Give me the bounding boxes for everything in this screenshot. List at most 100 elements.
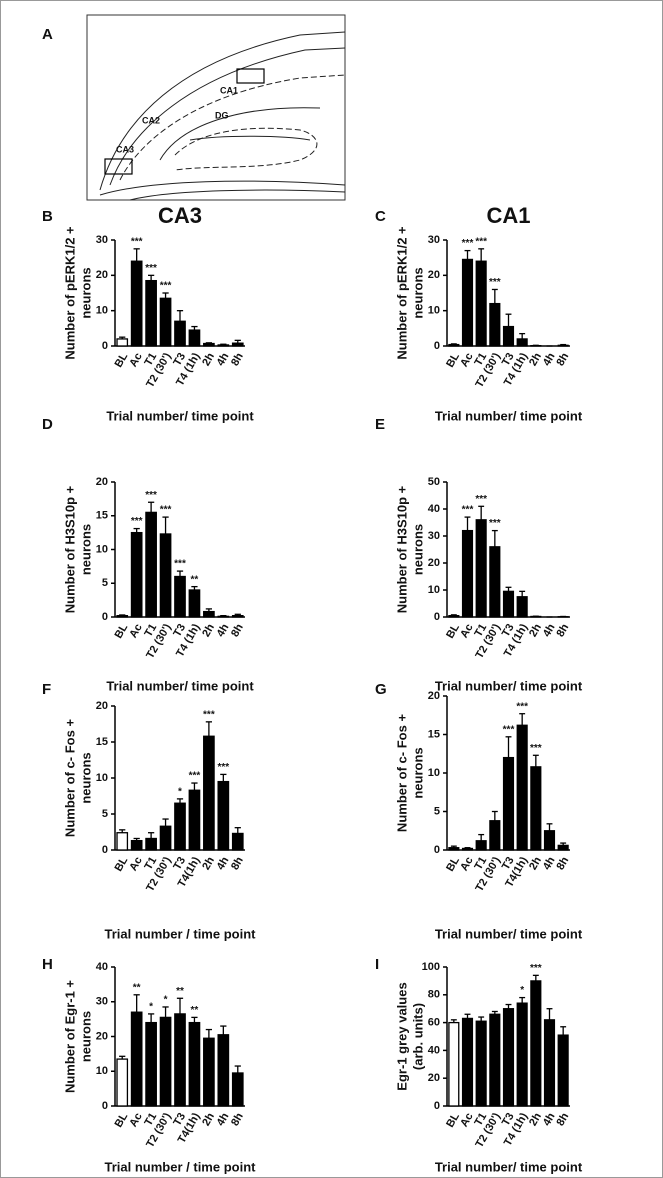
bar [217,780,230,851]
bar [502,756,515,851]
bar [188,329,201,347]
bar [231,832,244,851]
y-tick-label: 100 [422,961,440,973]
bar [116,338,129,347]
x-tick-label: 2h [200,1111,217,1128]
y-tick-label: 0 [434,611,440,623]
y-tick-label: 15 [96,510,108,522]
x-tick-label: 2h [527,855,544,872]
y-tick-label: 10 [96,1065,108,1077]
bar [203,1037,215,1107]
significance-label: *** [145,490,157,501]
bar [130,839,143,851]
y-tick-label: 60 [428,1017,440,1029]
y-tick-label: 30 [96,234,108,246]
x-tick-label: 2h [200,855,217,872]
x-tick-label: 4h [215,1111,232,1128]
x-tick-label: 4h [215,622,232,639]
y-tick-label: 30 [96,996,108,1008]
significance-label: *** [160,281,172,292]
y-tick-label: 30 [428,234,440,246]
bar [461,847,474,851]
bar [159,825,172,851]
y-tick-label: 20 [428,557,440,569]
x-tick-label: T1 [472,622,489,639]
bar [461,1017,474,1107]
x-axis-label: Trial number/ time point [106,678,254,693]
significance-label: *** [145,263,157,274]
y-tick-label: 10 [428,305,440,317]
y-axis-label: Number of Egr-1 + [62,980,77,1093]
x-axis-label: Trial number/ time point [106,408,254,423]
significance-label: *** [503,724,515,735]
bar [145,279,157,347]
bar [217,344,230,347]
panel-letter: G [375,681,387,698]
y-tick-label: 0 [434,844,440,856]
bar [489,546,501,618]
y-tick-label: 20 [96,476,108,488]
bar [530,615,542,618]
x-tick-label: T3 [500,855,517,872]
bar [516,724,528,851]
bar [130,531,143,618]
x-tick-label: 2h [527,351,544,368]
x-tick-label: T3 [171,622,188,639]
x-tick-label: T1 [472,855,489,872]
x-axis-label: Trial number/ time point [435,678,583,693]
x-tick-label: T1 [142,855,159,872]
bar [116,615,129,618]
significance-label: * [149,1002,153,1013]
y-tick-label: 0 [102,1100,108,1112]
region-label: CA1 [220,85,238,95]
y-tick-label: 20 [428,1072,440,1084]
panel-letter: E [375,416,385,433]
bar [543,830,556,851]
bar [448,343,460,347]
significance-label: *** [516,701,528,712]
significance-label: ** [133,982,141,993]
y-tick-label: 30 [428,530,440,542]
panel-letter: I [375,956,379,973]
x-tick-label: 4h [215,351,232,368]
x-tick-label: 8h [554,1111,571,1128]
bar [489,302,501,347]
x-tick-label: 8h [554,622,571,639]
hippocampus-diagram [86,14,346,201]
y-tick-label: 80 [428,989,440,1001]
significance-label: *** [131,516,143,527]
y-tick-label: 10 [428,767,440,779]
bar [231,615,244,618]
bar [475,1020,487,1107]
bar [159,533,172,618]
bar [203,735,215,851]
bar [461,529,474,618]
y-tick-label: 50 [428,476,440,488]
y-axis-label: Number of c- Fos + [394,714,409,833]
significance-label: *** [475,494,487,505]
bar [174,802,186,851]
bar [530,766,542,851]
significance-label: ** [191,1005,199,1016]
bar [557,344,569,347]
y-tick-label: 0 [434,340,440,352]
x-tick-label: 4h [541,1111,558,1128]
bar [231,342,244,347]
y-tick-label: 20 [428,690,440,702]
panel-letter: H [42,956,53,973]
y-tick-label: 40 [428,503,440,515]
y-axis-label: neurons [410,267,425,318]
y-axis-label: neurons [410,747,425,798]
bar [516,596,528,618]
significance-label: * [178,787,182,798]
x-tick-label: 4h [541,351,558,368]
x-tick-label: T3 [500,351,517,368]
y-axis-label: neurons [78,267,93,318]
x-tick-label: T1 [142,622,159,639]
x-axis-label: Trial number / time point [105,1159,257,1174]
significance-label: *** [131,236,143,247]
significance-label: *** [174,559,186,570]
bar [203,610,215,618]
